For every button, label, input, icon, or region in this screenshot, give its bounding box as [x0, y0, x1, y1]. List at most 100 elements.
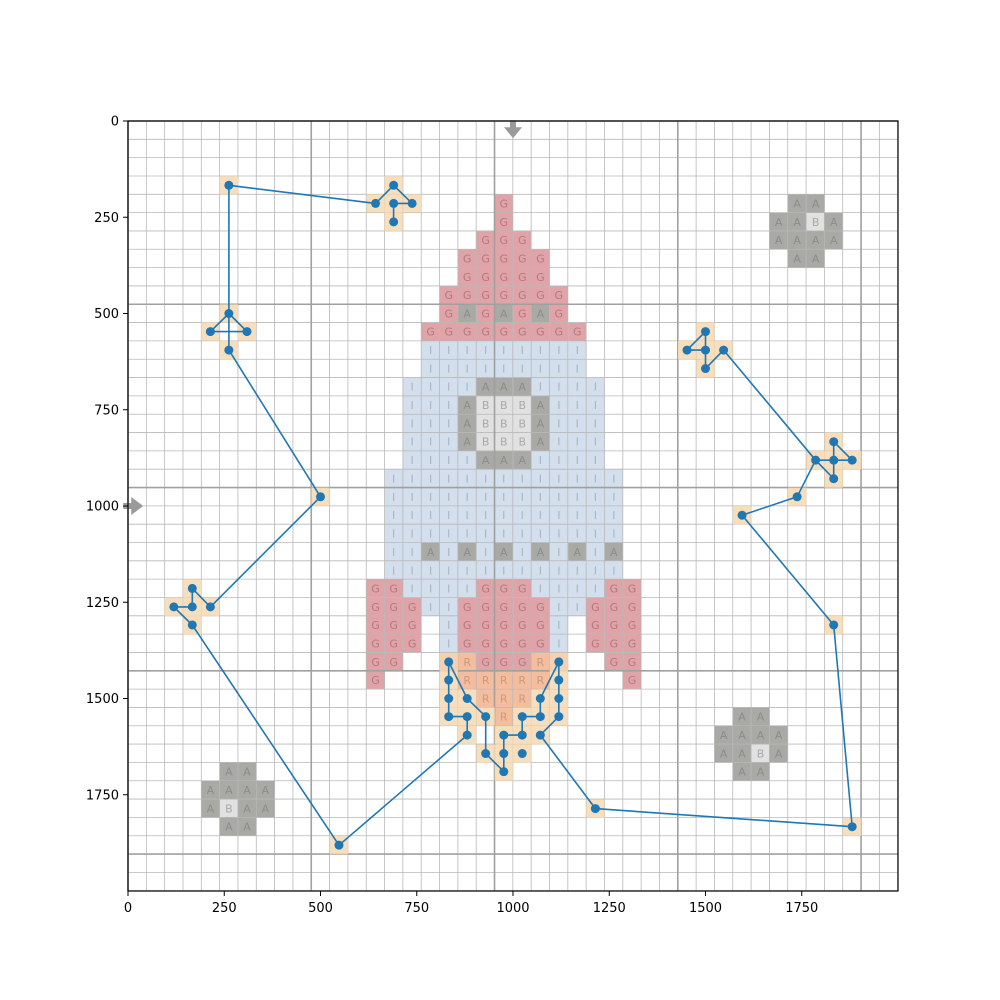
grid-cell-B [476, 395, 495, 415]
cell-letter-I: I [429, 344, 432, 357]
cell-letter-I: I [576, 399, 579, 412]
cell-letter-A: A [757, 711, 765, 724]
cell-letter-G: G [518, 637, 527, 650]
grid-cell-R [458, 670, 477, 690]
grid-cell-A [806, 249, 825, 268]
grid-cell-G [513, 652, 532, 672]
grid-cell-A [714, 725, 733, 745]
cell-letter-G: G [444, 289, 453, 302]
data-point-marker [187, 602, 197, 612]
grid-cell-A [494, 542, 513, 561]
grid-cell-G [421, 322, 440, 341]
cell-letter-G: G [555, 289, 564, 302]
cell-letter-I: I [429, 509, 432, 522]
data-point-marker [590, 804, 600, 814]
cell-letter-I: I [484, 491, 487, 504]
cell-letter-I: I [521, 527, 524, 540]
grid-cell-G [494, 322, 513, 341]
cell-letter-I: I [502, 491, 505, 504]
grid-cell-I [384, 487, 403, 506]
cell-letter-A: A [518, 454, 526, 467]
cell-letter-I: I [521, 473, 524, 486]
grid-cell-I [568, 414, 587, 433]
grid-cell-I [494, 359, 513, 378]
cell-letter-G: G [518, 234, 527, 247]
cell-letter-G: G [628, 619, 637, 632]
cell-letter-A: A [738, 729, 746, 742]
data-point-marker [389, 180, 399, 190]
grid-cell-G [549, 322, 568, 341]
path-layer [169, 180, 857, 850]
cell-letter-A: A [225, 784, 233, 797]
grid-cell-I [513, 506, 532, 525]
cell-letter-G: G [499, 326, 508, 339]
grid-cell-I [421, 597, 440, 617]
grid-cell-A [769, 230, 788, 250]
grid-cell-I [549, 634, 568, 653]
cell-letter-I: I [539, 491, 542, 504]
cell-letter-I: I [447, 637, 450, 650]
grid-cell-I [604, 524, 624, 543]
cell-letter-G: G [610, 582, 619, 595]
cell-letter-R: R [482, 674, 490, 687]
grid-cell-I [549, 377, 568, 396]
cell-letter-G: G [463, 601, 472, 614]
cell-letter-A: A [830, 216, 838, 229]
grid-cell-I [586, 561, 605, 580]
grid-cell-I [439, 487, 458, 506]
cell-letter-G: G [555, 326, 564, 339]
data-point-marker [535, 712, 545, 722]
data-point-marker [792, 492, 802, 502]
grid-cell-G [513, 634, 532, 653]
cell-letter-I: I [392, 473, 395, 486]
grid-cell-A [201, 799, 220, 818]
grid-cell-I [458, 340, 477, 360]
cell-letter-G: G [628, 656, 637, 669]
grid-cell-I [549, 395, 568, 415]
cell-letter-G: G [499, 656, 508, 669]
cell-letter-G: G [591, 637, 600, 650]
data-point-marker [535, 694, 545, 703]
grid-cell-G [476, 597, 495, 617]
grid-cell-I [421, 506, 440, 525]
grid-cell-A [219, 817, 239, 836]
grid-cell-I [476, 506, 495, 525]
cell-letter-I: I [576, 564, 579, 577]
cell-letter-A: A [225, 766, 233, 779]
grid-cell-B [494, 395, 513, 415]
cell-letter-G: G [463, 326, 472, 339]
cell-letter-G: G [481, 234, 490, 247]
data-point-marker [242, 327, 252, 337]
grid-cell-I [513, 340, 532, 360]
cell-letter-A: A [463, 418, 471, 431]
cell-letter-G: G [408, 637, 417, 650]
grid-cell-I [476, 524, 495, 543]
cell-letter-I: I [502, 473, 505, 486]
cell-letter-I: I [502, 344, 505, 357]
grid-cell-A [256, 780, 275, 800]
grid-cell-I [531, 506, 550, 525]
cell-letter-I: I [466, 491, 469, 504]
cell-letter-I: I [411, 381, 414, 394]
grid-cell-B [476, 414, 495, 433]
cell-letter-G: G [518, 252, 527, 265]
data-point-marker [554, 675, 564, 685]
grid-cell-G [366, 652, 385, 672]
grid-cell-I [458, 506, 477, 525]
cell-letter-B: B [518, 418, 526, 431]
grid-cell-I [568, 451, 587, 470]
y-tick-label: 1250 [86, 596, 119, 611]
data-point-marker [829, 455, 839, 465]
cell-letter-I: I [484, 546, 487, 559]
grid-cell-A [604, 542, 624, 561]
data-point-marker [187, 620, 197, 630]
cell-letter-I: I [447, 381, 450, 394]
data-point-marker [481, 749, 491, 759]
grid-cell-G [366, 579, 385, 598]
grid-cell-G [513, 579, 532, 598]
cell-letter-G: G [555, 308, 564, 321]
cell-letter-G: G [481, 656, 490, 669]
grid-cell-A [237, 817, 257, 836]
grid-cell-G [531, 322, 550, 341]
cell-letter-I: I [557, 454, 560, 467]
